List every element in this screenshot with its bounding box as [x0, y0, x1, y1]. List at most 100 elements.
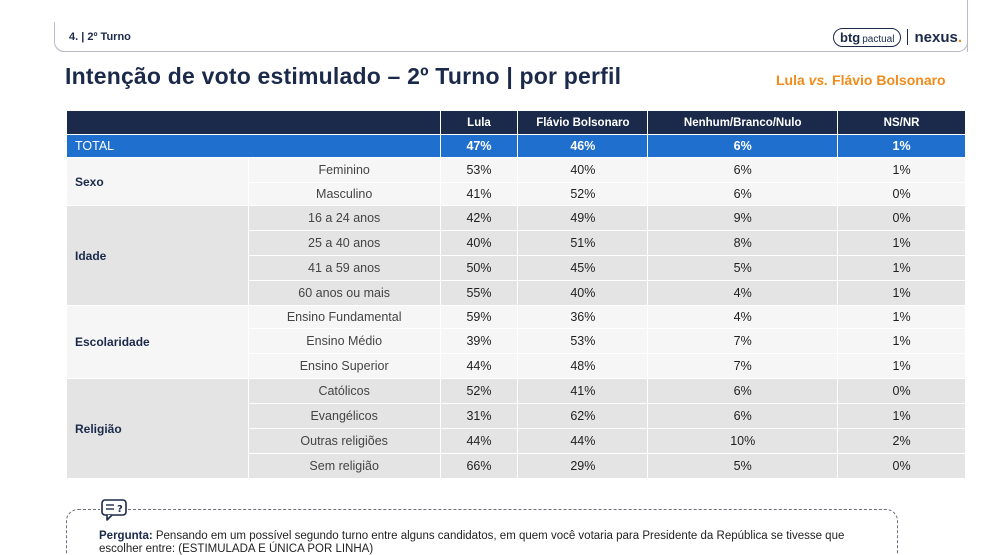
- cell-value: 1%: [837, 280, 966, 306]
- cell-value: 52%: [439, 378, 519, 404]
- logo-separator: [907, 29, 909, 45]
- table-row: Escolaridade Ensino Fundamental 59% 36% …: [66, 305, 966, 379]
- cell-value: 41%: [517, 378, 649, 404]
- cell-value: 8%: [647, 230, 839, 256]
- logo-pactual-text: pactual: [862, 33, 895, 45]
- cell-value: 5%: [647, 453, 839, 479]
- question-label: Pergunta:: [99, 530, 153, 542]
- cell-value: 0%: [837, 205, 966, 231]
- row-label: 16 a 24 anos: [247, 205, 441, 231]
- group-label: Idade: [66, 205, 249, 306]
- column-header: Nenhum/Branco/Nulo: [647, 110, 839, 135]
- question-body: Pensando em um possível segundo turno en…: [99, 530, 845, 555]
- nexus-logo: nexus.: [914, 29, 962, 46]
- corner-divider: [967, 0, 968, 52]
- cell-value: 55%: [439, 280, 519, 306]
- table-row: Religião Católicos 52% 41% 6% 0%: [66, 378, 966, 479]
- total-row: TOTAL 47% 46% 6% 1%: [66, 134, 966, 158]
- table-row: Outras religiões 44% 44% 10% 2%: [67, 428, 966, 454]
- cell-value: 1%: [837, 305, 966, 329]
- header-blank: [66, 110, 441, 135]
- cell-value: 4%: [647, 305, 839, 329]
- total-value: 6%: [647, 134, 839, 158]
- page-title: Intenção de voto estimulado – 2º Turno |…: [65, 63, 622, 89]
- brand-logo: btg pactual nexus.: [833, 25, 962, 49]
- column-header: Flávio Bolsonaro: [517, 110, 649, 135]
- row-label: 41 a 59 anos: [247, 255, 441, 281]
- cell-value: 40%: [517, 280, 649, 306]
- cell-value: 9%: [647, 205, 839, 231]
- row-label: Ensino Superior: [247, 353, 441, 379]
- vote-intention-table: Lula Flávio Bolsonaro Nenhum/Branco/Nulo…: [66, 110, 966, 479]
- row-label: Ensino Médio: [247, 328, 441, 354]
- cell-value: 31%: [439, 403, 519, 429]
- table-header-row: Lula Flávio Bolsonaro Nenhum/Branco/Nulo…: [66, 110, 966, 135]
- top-bar: [54, 22, 968, 52]
- logo-nexus-text: nexus: [914, 28, 958, 46]
- row-label: Evangélicos: [247, 403, 441, 429]
- cell-value: 1%: [837, 157, 966, 183]
- group-label: Religião: [66, 378, 249, 479]
- cell-value: 44%: [517, 428, 649, 454]
- column-header: Lula: [439, 110, 519, 135]
- cell-value: 44%: [439, 428, 519, 454]
- logo-nexus-dot: .: [957, 28, 962, 46]
- subtitle-candidate-b: Flávio Bolsonaro: [828, 72, 946, 88]
- cell-value: 1%: [837, 230, 966, 256]
- cell-value: 49%: [517, 205, 649, 231]
- section-breadcrumb: 4. | 2º Turno: [69, 31, 131, 43]
- cell-value: 59%: [439, 305, 519, 329]
- cell-value: 4%: [647, 280, 839, 306]
- cell-value: 1%: [837, 255, 966, 281]
- cell-value: 7%: [647, 328, 839, 354]
- cell-value: 40%: [517, 157, 649, 183]
- total-value: 1%: [837, 134, 966, 158]
- table-row: Sexo Feminino 53% 40% 6% 1%: [66, 157, 966, 206]
- group-label: Sexo: [66, 157, 249, 206]
- total-value: 47%: [439, 134, 519, 158]
- cell-value: 0%: [837, 378, 966, 404]
- cell-value: 5%: [647, 255, 839, 281]
- row-label: 25 a 40 anos: [247, 230, 441, 256]
- cell-value: 0%: [837, 182, 966, 206]
- cell-value: 6%: [647, 182, 839, 206]
- cell-value: 52%: [517, 182, 649, 206]
- cell-value: 6%: [647, 157, 839, 183]
- total-label: TOTAL: [66, 134, 441, 158]
- table-row: Masculino 41% 52% 6% 0%: [67, 182, 966, 206]
- row-label: 60 anos ou mais: [247, 280, 441, 306]
- cell-value: 45%: [517, 255, 649, 281]
- column-header: NS/NR: [837, 110, 966, 135]
- table-row: 25 a 40 anos 40% 51% 8% 1%: [67, 230, 966, 256]
- cell-value: 0%: [837, 453, 966, 479]
- speech-bubble-icon: ?: [100, 498, 128, 522]
- cell-value: 1%: [837, 403, 966, 429]
- table-row: Idade 16 a 24 anos 42% 49% 9% 0%: [66, 205, 966, 306]
- cell-value: 6%: [647, 403, 839, 429]
- cell-value: 42%: [439, 205, 519, 231]
- row-label: Feminino: [247, 157, 441, 183]
- row-label: Católicos: [247, 378, 441, 404]
- cell-value: 6%: [647, 378, 839, 404]
- group-label: Escolaridade: [66, 305, 249, 379]
- cell-value: 53%: [439, 157, 519, 183]
- subtitle-candidate-a: Lula: [776, 72, 809, 88]
- row-label: Ensino Fundamental: [247, 305, 441, 329]
- total-value: 46%: [517, 134, 649, 158]
- logo-btg-text: btg: [840, 29, 861, 45]
- cell-value: 1%: [837, 328, 966, 354]
- cell-value: 44%: [439, 353, 519, 379]
- cell-value: 62%: [517, 403, 649, 429]
- top-bar-left-edge: [54, 22, 74, 52]
- page-subtitle: Lula vs. Flávio Bolsonaro: [776, 72, 946, 88]
- cell-value: 39%: [439, 328, 519, 354]
- cell-value: 2%: [837, 428, 966, 454]
- cell-value: 40%: [439, 230, 519, 256]
- question-text: Pergunta: Pensando em um possível segund…: [99, 530, 889, 555]
- cell-value: 29%: [517, 453, 649, 479]
- table-row: Ensino Superior 44% 48% 7% 1%: [67, 353, 966, 379]
- row-label: Sem religião: [247, 453, 441, 479]
- cell-value: 36%: [517, 305, 649, 329]
- cell-value: 41%: [439, 182, 519, 206]
- cell-value: 48%: [517, 353, 649, 379]
